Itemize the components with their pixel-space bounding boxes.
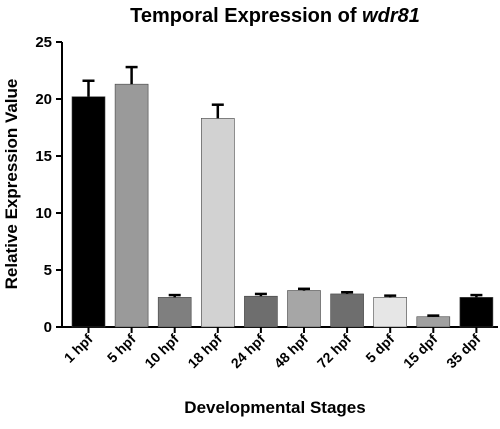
category-label: 24 hpf bbox=[228, 331, 269, 372]
y-axis-label: Relative Expression Value bbox=[2, 79, 21, 290]
category-label: 5 hpf bbox=[104, 331, 139, 366]
category-label: 18 hpf bbox=[184, 331, 225, 372]
bar bbox=[157, 297, 192, 328]
bar bbox=[114, 83, 149, 328]
category-label: 48 hpf bbox=[271, 331, 312, 372]
y-tick-label: 15 bbox=[35, 148, 52, 165]
plot-area: 0 5 10 15 20 25 1 hpf 5 hpf 10 hpf 18 hpf 24 hpf 48… bbox=[35, 34, 498, 371]
y-tick-label: 0 bbox=[44, 319, 52, 336]
category-label: 72 hpf bbox=[314, 331, 355, 372]
category-label: 10 hpf bbox=[141, 331, 182, 372]
bar bbox=[244, 295, 278, 328]
bar bbox=[416, 316, 451, 328]
bar bbox=[373, 297, 408, 328]
chart-title: Temporal Expression of wdr81 bbox=[130, 5, 420, 27]
y-tick-label: 25 bbox=[35, 34, 52, 51]
y-tick-label: 20 bbox=[35, 91, 52, 108]
bar bbox=[330, 293, 364, 328]
category-label: 15 dpf bbox=[400, 331, 441, 372]
y-tick-label: 5 bbox=[44, 262, 52, 279]
bar bbox=[201, 118, 235, 328]
x-axis-label: Developmental Stages bbox=[184, 398, 365, 417]
category-label: 35 dpf bbox=[443, 331, 484, 372]
category-label: 1 hpf bbox=[61, 331, 96, 366]
bar bbox=[287, 290, 321, 328]
category-label: 5 dpf bbox=[362, 331, 397, 366]
bar bbox=[71, 96, 106, 328]
y-tick-label: 10 bbox=[35, 205, 52, 222]
bar bbox=[459, 297, 494, 328]
